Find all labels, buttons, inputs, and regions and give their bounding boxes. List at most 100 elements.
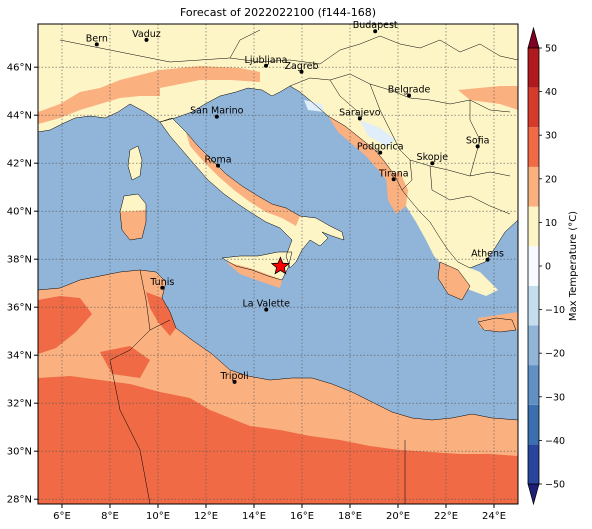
city-dot bbox=[378, 150, 383, 155]
city-dot bbox=[232, 379, 237, 384]
country-borders bbox=[38, 29, 518, 504]
city-label: Roma bbox=[204, 155, 231, 166]
cool-patch-adriatic bbox=[360, 120, 396, 146]
lon-tick-label: 24°E bbox=[482, 511, 506, 522]
city-dot bbox=[160, 285, 165, 290]
colorbar-segment bbox=[528, 325, 539, 366]
colorbar-segment bbox=[528, 404, 539, 445]
lat-tick-label: 38°N bbox=[7, 255, 32, 266]
city-label: Skopje bbox=[417, 152, 449, 163]
city-label: Sofia bbox=[466, 135, 490, 146]
latitude-ticks: 28°N 30°N 32°N 34°N 36°N 38°N 40°N 42°N 44°N 46°N bbox=[7, 63, 38, 506]
colorbar-segment bbox=[528, 246, 539, 286]
city-label: La Valette bbox=[242, 299, 290, 310]
lat-tick-label: 34°N bbox=[7, 351, 32, 362]
star-marker bbox=[270, 256, 291, 275]
colorbar-segment bbox=[528, 285, 539, 326]
colorbar-segment bbox=[528, 444, 539, 484]
city-dot bbox=[264, 63, 268, 68]
city-label: Ljubljana bbox=[245, 55, 288, 66]
city-dot bbox=[299, 69, 304, 74]
city-label: Tirana bbox=[378, 168, 409, 179]
land-corsica bbox=[128, 146, 142, 180]
city-dot bbox=[407, 93, 412, 98]
colorbar-tick-label: 50 bbox=[545, 44, 557, 55]
colorbar-tick-label: −20 bbox=[545, 349, 565, 360]
map-title: Forecast of 2022022100 (f144-168) bbox=[179, 6, 377, 19]
colorbar-tick-label: −40 bbox=[545, 436, 565, 447]
lon-tick-label: 10°E bbox=[146, 511, 170, 522]
band-north-coast bbox=[38, 78, 160, 124]
lat-tick-label: 44°N bbox=[7, 111, 32, 122]
city-dot bbox=[475, 144, 480, 149]
colorbar-tick-label: −30 bbox=[545, 392, 565, 403]
city-label: Sarajevo bbox=[339, 108, 381, 119]
city-dot bbox=[264, 307, 269, 312]
land-italy-heel bbox=[300, 216, 344, 240]
graticule bbox=[38, 24, 518, 504]
band-tunisia-20-30 bbox=[146, 292, 176, 336]
map-frame bbox=[37, 23, 519, 505]
colorbar-segment bbox=[528, 127, 539, 167]
city-dot bbox=[373, 29, 378, 34]
lat-tick-label: 36°N bbox=[7, 303, 32, 314]
band-libya-20-30 bbox=[100, 346, 150, 378]
city-dot bbox=[391, 177, 396, 182]
band-lombardy bbox=[120, 66, 260, 92]
lat-tick-label: 42°N bbox=[7, 159, 32, 170]
city-label: Tunis bbox=[149, 277, 174, 288]
city-label: San Marino bbox=[190, 106, 243, 117]
colorbar-tick-label: −10 bbox=[545, 305, 565, 316]
colorbar-tick-label: −50 bbox=[545, 480, 565, 491]
colorbar-tick-label: 0 bbox=[545, 262, 551, 273]
longitude-ticks: 6°E 8°E 10°E 12°E 14°E 16°E 18°E 20°E 22°E 24°E bbox=[53, 504, 506, 522]
lon-tick-label: 20°E bbox=[386, 511, 410, 522]
lat-tick-label: 30°N bbox=[7, 447, 32, 458]
city-dot bbox=[357, 116, 362, 121]
city-dot bbox=[216, 163, 220, 168]
city-label: Bern bbox=[86, 33, 108, 44]
colorbar-tick-label: 10 bbox=[545, 218, 557, 229]
lon-tick-label: 14°E bbox=[242, 511, 266, 522]
band-bulgaria bbox=[458, 86, 518, 110]
colorbar-tick-label: 20 bbox=[545, 174, 557, 185]
band-croatia-coast bbox=[328, 116, 402, 196]
lon-tick-label: 6°E bbox=[53, 511, 71, 522]
city-label: Zagreb bbox=[285, 61, 319, 72]
lat-tick-label: 32°N bbox=[7, 399, 32, 410]
land-greece bbox=[402, 190, 498, 296]
colorbar: −50 −40 −30 −20 −10 0 10 20 30 40 50 bbox=[527, 26, 565, 506]
land-sicily bbox=[222, 252, 292, 280]
city-dot bbox=[144, 37, 149, 42]
city-label: Athens bbox=[471, 249, 504, 260]
band-turkey-coast bbox=[478, 312, 518, 332]
lon-tick-label: 8°E bbox=[101, 511, 119, 522]
lon-tick-label: 18°E bbox=[338, 511, 362, 522]
band-italy-coast bbox=[186, 132, 300, 226]
city-label: Podgorica bbox=[357, 142, 404, 153]
lon-tick-label: 12°E bbox=[194, 511, 218, 522]
city-dot bbox=[430, 161, 435, 166]
city-label: Budapest bbox=[353, 20, 398, 31]
colorbar-label: Max Temperature (°C) bbox=[568, 211, 579, 321]
colorbar-segment bbox=[528, 166, 539, 207]
cool-patch-italy bbox=[304, 100, 324, 112]
city-label: Belgrade bbox=[388, 85, 431, 96]
colorbar-extend-max bbox=[527, 26, 540, 49]
city-dot bbox=[94, 42, 99, 47]
colorbar-segment bbox=[528, 365, 539, 405]
colorbar-segment bbox=[528, 87, 539, 128]
colorbar-tick-label: 30 bbox=[545, 131, 557, 142]
city-dot bbox=[485, 257, 490, 262]
colorbar-segment bbox=[528, 48, 539, 88]
city-dot bbox=[214, 114, 219, 119]
lat-tick-label: 40°N bbox=[7, 207, 32, 218]
band-sardinia bbox=[120, 210, 146, 240]
city-label: Vaduz bbox=[132, 29, 161, 40]
lat-tick-label: 28°N bbox=[7, 495, 32, 506]
band-africa-20-30-west bbox=[38, 296, 92, 354]
star-icon bbox=[270, 256, 291, 275]
colorbar-segment bbox=[528, 206, 539, 247]
